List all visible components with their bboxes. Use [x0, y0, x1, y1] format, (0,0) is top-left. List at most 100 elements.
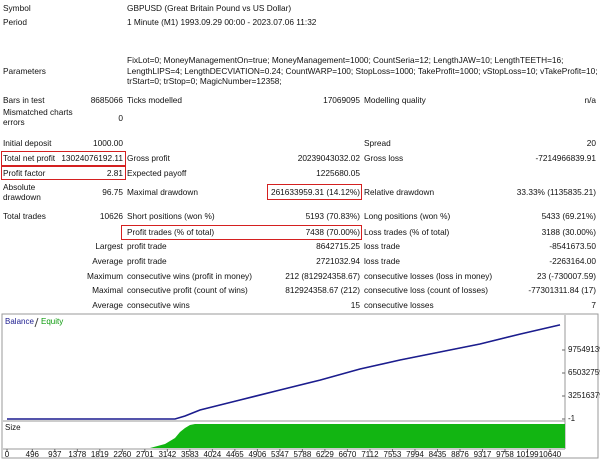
report-cell: Absolute drawdown — [3, 182, 41, 202]
x-tick-label: 7553 — [384, 450, 402, 459]
report-cell: 20 — [586, 138, 596, 148]
report-cell: Profit factor — [3, 168, 46, 178]
x-tick-label: 5347 — [271, 450, 289, 459]
report-cell: Average — [92, 256, 123, 266]
report-cell: Expected payoff — [127, 168, 187, 178]
report-cell: -8541673.50 — [549, 241, 596, 251]
x-tick-label: 496 — [26, 450, 40, 459]
report-cell: Profit trades (% of total) — [127, 227, 215, 237]
report-cell: Total trades — [3, 211, 46, 221]
series-line — [7, 324, 561, 420]
legend-label: Equity — [41, 317, 63, 326]
highlight-box — [1, 151, 126, 166]
report-cell: 10626 — [99, 211, 123, 221]
report-cell: Maximum — [87, 271, 123, 281]
report-cell: 96.75 — [102, 187, 123, 197]
report-cell: 7 — [591, 300, 596, 310]
report-cell: 261633959.31 (14.12%) — [270, 187, 360, 197]
report-cell: Maximal drawdown — [127, 187, 199, 197]
report-cell: Spread — [364, 138, 391, 148]
legend-separator — [34, 317, 39, 328]
y-tick-label: -1 — [568, 414, 576, 423]
report-cell: 2721032.94 — [316, 256, 360, 266]
report-cell: Symbol — [3, 3, 31, 13]
y-tick-label: 97549139 — [568, 345, 600, 354]
report-cell: Gross loss — [364, 153, 404, 163]
report-cell: Bars in test — [3, 95, 45, 105]
report-cell: consecutive wins (profit in money) — [127, 271, 252, 281]
report-cell: 212 (812924358.67) — [285, 271, 360, 281]
x-tick-label: 2701 — [136, 450, 154, 459]
x-tick-label: 4906 — [248, 450, 266, 459]
report-cell: Period — [3, 17, 27, 27]
report-cell: trStart=0; trStop=0; MagicNumber=12358; — [127, 76, 282, 86]
x-tick-label: 6229 — [316, 450, 334, 459]
highlight-box — [267, 184, 362, 200]
report-cell: 2.81 — [106, 168, 123, 178]
report-cell: Long positions (won %) — [364, 211, 451, 221]
report-cell: Short positions (won %) — [127, 211, 215, 221]
report-cell: 0 — [118, 113, 123, 123]
report-cell: profit trade — [127, 256, 167, 266]
report-cell: Gross profit — [127, 153, 170, 163]
report-cell: FixLot=0; MoneyManagementOn=true; MoneyM… — [127, 55, 564, 65]
x-tick-label: 10640 — [539, 450, 562, 459]
x-tick-label: 4024 — [203, 450, 221, 459]
x-tick-label: 1378 — [68, 450, 86, 459]
report-cell: 1225680.05 — [316, 168, 360, 178]
report-cell: 7438 (70.00%) — [305, 227, 360, 237]
x-tick-label: 4465 — [226, 450, 244, 459]
report-cell: Parameters — [3, 66, 46, 76]
y-tick-label: 32516379 — [568, 391, 600, 400]
report-cell: 5433 (69.21%) — [541, 211, 596, 221]
x-tick-label: 7112 — [361, 450, 379, 459]
report-cell: profit trade — [127, 241, 167, 251]
report-cell: 23 (-730007.59) — [536, 271, 596, 281]
x-tick-label: 9758 — [496, 450, 514, 459]
x-tick-label: 3142 — [158, 450, 176, 459]
x-tick-label: 5788 — [293, 450, 311, 459]
report-cell: 17069095 — [323, 95, 360, 105]
x-tick-label: 1819 — [91, 450, 109, 459]
report-cell: 33.33% (1135835.21) — [516, 187, 596, 197]
report-cell: loss trade — [364, 241, 400, 251]
x-tick-label: 2260 — [113, 450, 131, 459]
report-cell: Mismatched charts errors — [3, 107, 73, 127]
x-tick-label: 7994 — [406, 450, 424, 459]
x-tick-label: 9317 — [474, 450, 492, 459]
report-cell: -77301311.84 (17) — [528, 285, 596, 295]
report-cell: LengthLIPS=4; LengthDECVIATION=0.24; Cou… — [127, 65, 598, 76]
report-cell: GBPUSD (Great Britain Pound vs US Dollar… — [127, 3, 292, 13]
x-tick-label: 6670 — [338, 450, 356, 459]
x-tick-label: 8876 — [451, 450, 469, 459]
x-tick-label: 0 — [5, 450, 10, 459]
report-cell: n/a — [584, 95, 596, 105]
panel-label: Size — [5, 423, 21, 432]
report-cell: 1000.00 — [93, 138, 123, 148]
report-cell: 13024076192.11 — [61, 153, 123, 163]
x-tick-label: 8435 — [429, 450, 447, 459]
report-cell: loss trade — [364, 256, 400, 266]
report-cell: consecutive profit (count of wins) — [127, 285, 248, 295]
report-cell: 812924358.67 (212) — [285, 285, 360, 295]
x-tick-label: 937 — [48, 450, 62, 459]
report-cell: Loss trades (% of total) — [364, 227, 450, 237]
report-cell: Maximal — [92, 285, 123, 295]
report-cell: Relative drawdown — [364, 187, 435, 197]
report-cell: Ticks modelled — [127, 95, 183, 105]
report-cell: consecutive loss (count of losses) — [364, 285, 489, 295]
size-area — [150, 424, 565, 448]
highlight-box — [1, 166, 126, 180]
report-cell: Modelling quality — [364, 95, 426, 105]
report-cell: 15 — [350, 300, 360, 310]
report-cell: 8685066 — [90, 95, 123, 105]
report-cell: consecutive losses (loss in money) — [364, 271, 493, 281]
report-cell: Largest — [95, 241, 123, 251]
x-tick-label: 3583 — [181, 450, 199, 459]
report-cell: 8642715.25 — [316, 241, 360, 251]
report-cell: Initial deposit — [3, 138, 52, 148]
report-cell: Total net profit — [3, 153, 56, 163]
report-cell: -2263164.00 — [549, 256, 596, 266]
